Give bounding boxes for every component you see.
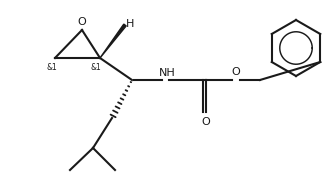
Text: H: H bbox=[126, 19, 134, 29]
Text: &1: &1 bbox=[91, 64, 101, 73]
Text: O: O bbox=[77, 17, 86, 27]
Text: O: O bbox=[232, 67, 240, 77]
Text: O: O bbox=[202, 117, 210, 127]
Text: NH: NH bbox=[159, 68, 175, 78]
Polygon shape bbox=[100, 24, 126, 58]
Text: &1: &1 bbox=[47, 64, 57, 73]
